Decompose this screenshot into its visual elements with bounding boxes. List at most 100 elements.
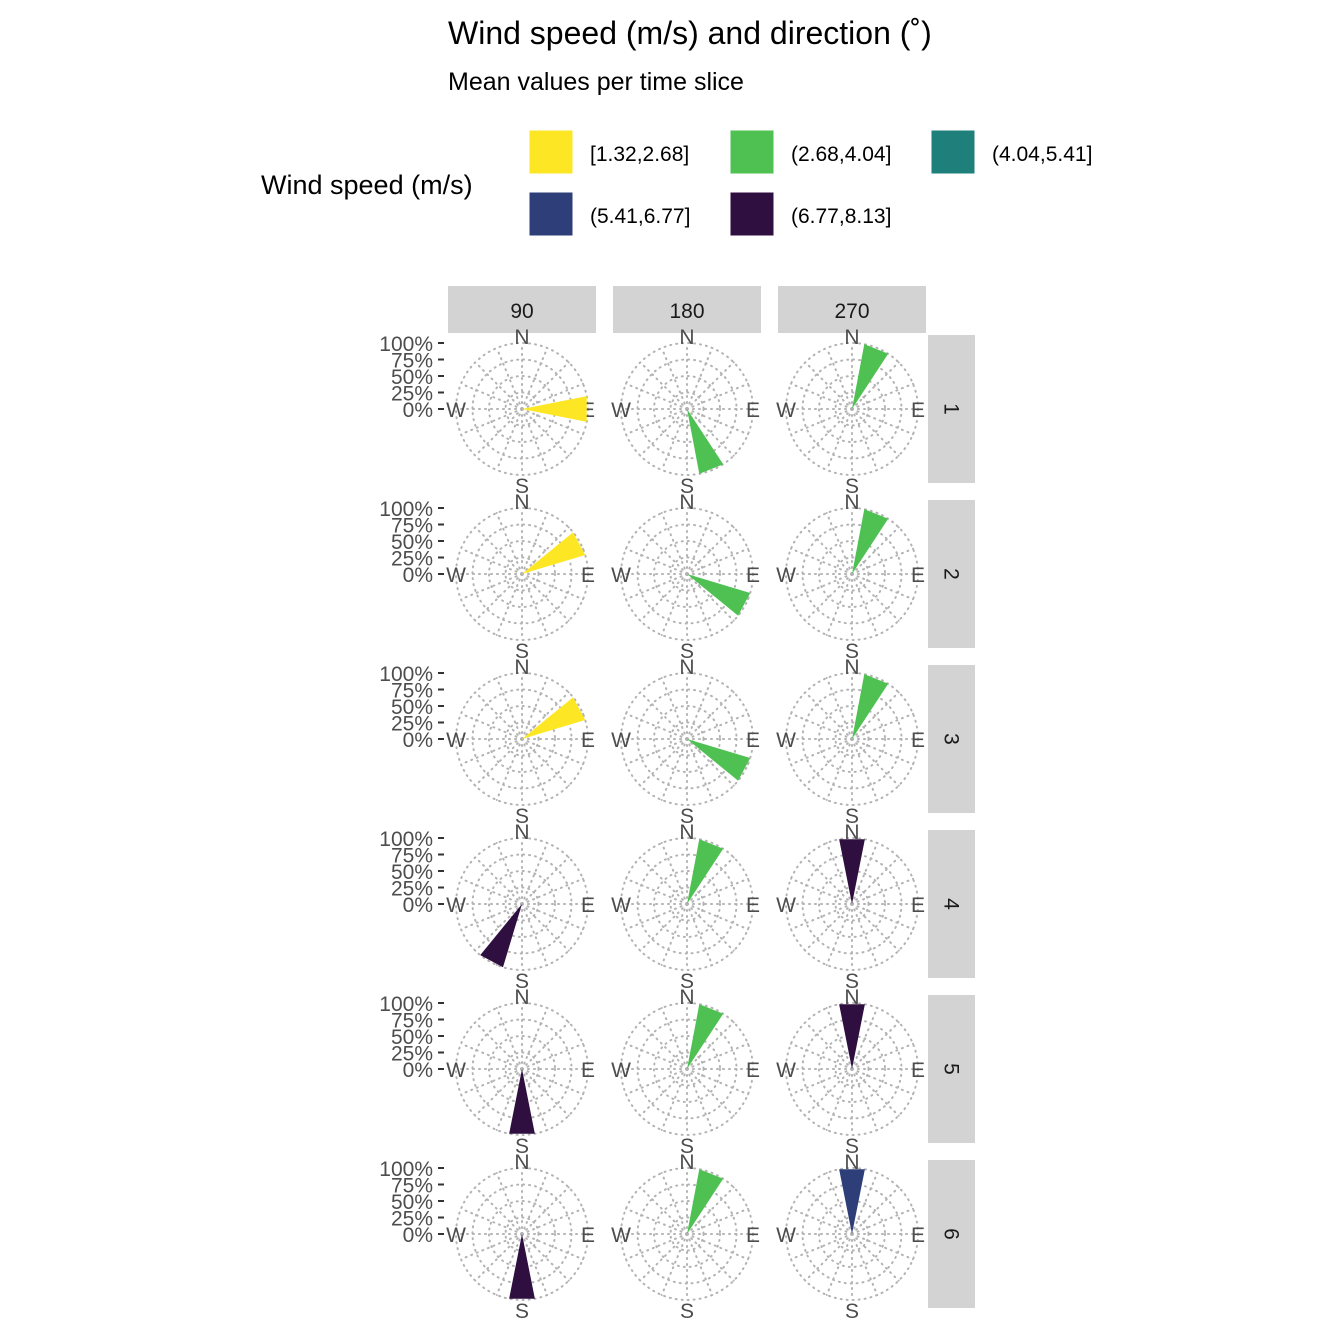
compass-south: S [515,640,529,663]
compass-south: S [845,1300,859,1323]
grid-spoke [686,1021,735,1070]
grid-spoke [495,573,523,636]
grid-spoke [686,1068,735,1117]
grid-spoke [460,573,523,601]
compass-east: E [911,894,925,917]
grid-spoke [521,573,584,601]
grid-spoke [474,738,523,787]
wind-wedge [852,509,889,574]
grid-spoke [851,1068,900,1117]
polar-panel: N S E W [446,656,595,828]
grid-spoke [625,382,688,410]
grid-ring [785,507,919,641]
grid-spoke [495,1172,523,1235]
grid-spoke [686,738,735,787]
grid-spoke [521,691,570,740]
polar-panel: N S E W [611,326,760,498]
grid-ring [785,1002,919,1136]
wind-wedge [839,839,865,904]
grid-spoke [686,691,735,740]
grid-spoke [460,877,523,905]
grid-ring [818,375,886,443]
row-strip-label: 2 [940,568,963,580]
grid-spoke [639,1233,688,1282]
radial-tick-label: 75% [391,845,433,868]
column-strip-label: 180 [669,300,704,323]
grid-spoke [474,1068,523,1117]
grid-spoke [804,1233,853,1282]
grid-ring [653,1200,721,1268]
grid-spoke [625,738,688,766]
grid-spoke [851,1042,914,1070]
wind-wedge [687,839,724,904]
grid-spoke [474,1233,523,1282]
grid-spoke [851,842,879,905]
compass-south: S [680,1300,694,1323]
grid-spoke [825,1068,853,1131]
grid-spoke [790,738,853,766]
compass-east: E [746,894,760,917]
grid-ring [504,721,540,757]
radial-tick-label: 0% [403,1059,433,1082]
compass-east: E [911,564,925,587]
grid-spoke [495,512,523,575]
radial-tick-label: 50% [391,531,433,554]
compass-south: S [515,970,529,993]
radial-tick-label: 50% [391,1191,433,1214]
grid-spoke [686,712,749,740]
grid-spoke [686,382,749,410]
compass-south: S [680,640,694,663]
radial-axis: 100%75%50%25%0% [379,828,444,917]
grid-spoke [639,856,688,905]
compass-east: E [746,729,760,752]
row-strip [928,995,975,1143]
grid-spoke [686,1068,714,1131]
legend-label: (4.04,5.41] [992,143,1092,166]
compass-south: S [515,1135,529,1158]
grid-ring [455,1002,589,1136]
grid-spoke [851,1068,879,1131]
grid-spoke [851,1207,914,1235]
wind-wedge [687,1004,724,1069]
polar-panel: N S E W [446,986,595,1158]
grid-spoke [851,1233,900,1282]
grid-ring [669,391,705,427]
grid-spoke [495,1068,523,1131]
compass-west: W [446,729,466,752]
grid-spoke [521,1207,584,1235]
grid-ring [653,1035,721,1103]
compass-west: W [611,399,631,422]
compass-east: E [911,399,925,422]
grid-spoke [804,526,853,575]
compass-north: N [679,821,694,844]
legend-swatch [930,129,976,175]
polar-panel: N S E W [611,986,760,1158]
legend-label: [1.32,2.68] [590,143,689,166]
grid-ring [455,672,589,806]
compass-south: S [680,970,694,993]
grid-spoke [521,1186,570,1235]
grid-spoke [851,738,900,787]
grid-spoke [639,573,688,622]
grid-spoke [851,408,879,471]
radial-tick-label: 25% [391,383,433,406]
grid-ring [669,1216,705,1252]
polar-panel: N S E W [446,491,595,663]
grid-spoke [686,677,714,740]
grid-ring [653,705,721,773]
polar-panel: N S E W [776,491,925,663]
grid-ring [818,705,886,773]
grid-spoke [495,347,523,410]
compass-north: N [844,656,859,679]
wind-wedge [852,674,889,739]
grid-spoke [790,712,853,740]
polar-panel: N S E W [776,986,925,1158]
grid-spoke [790,903,853,931]
grid-spoke [639,1021,688,1070]
grid-spoke [686,347,714,410]
grid-spoke [790,573,853,601]
compass-west: W [446,1224,466,1247]
grid-spoke [521,1007,549,1070]
radial-tick-label: 25% [391,713,433,736]
grid-spoke [686,573,735,622]
